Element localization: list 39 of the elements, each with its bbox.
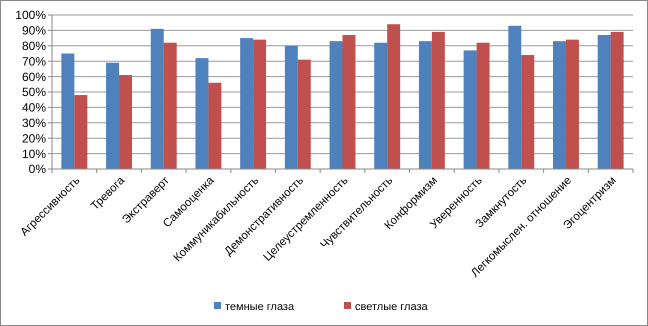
y-tick-label: 50% [22, 85, 46, 100]
bar [150, 28, 164, 169]
bar [298, 60, 311, 169]
bar [284, 46, 298, 169]
legend-label: темные глаза [225, 300, 295, 313]
y-tick-label: 10% [22, 146, 46, 161]
bar [553, 41, 566, 169]
bar [74, 95, 88, 169]
bar [253, 40, 266, 169]
bar [342, 35, 356, 169]
bar [195, 58, 208, 169]
bar [418, 41, 432, 169]
y-tick-label: 90% [22, 24, 46, 38]
legend-label: светлые глаза [355, 300, 428, 313]
bar [119, 75, 132, 169]
bar [208, 82, 222, 169]
bar [610, 32, 624, 169]
bar [521, 55, 534, 169]
bar [240, 38, 254, 169]
bar [508, 26, 522, 169]
y-tick-label: 60% [22, 70, 46, 84]
y-tick-label: 70% [22, 54, 46, 68]
bar [106, 62, 120, 169]
y-tick-label: 100% [15, 8, 46, 22]
bar [566, 40, 579, 169]
bar [598, 35, 611, 169]
bar [374, 42, 388, 169]
bar [476, 42, 490, 169]
y-tick-label: 0% [28, 162, 46, 176]
bar [387, 24, 400, 169]
bar [61, 54, 74, 169]
bar [432, 32, 445, 169]
y-tick-label: 40% [22, 100, 46, 115]
y-tick-label: 80% [22, 39, 46, 53]
bar [330, 41, 342, 169]
y-tick-label: 20% [22, 131, 46, 146]
y-tick-label: 30% [22, 116, 46, 130]
bar [464, 50, 477, 169]
bar [164, 42, 177, 169]
